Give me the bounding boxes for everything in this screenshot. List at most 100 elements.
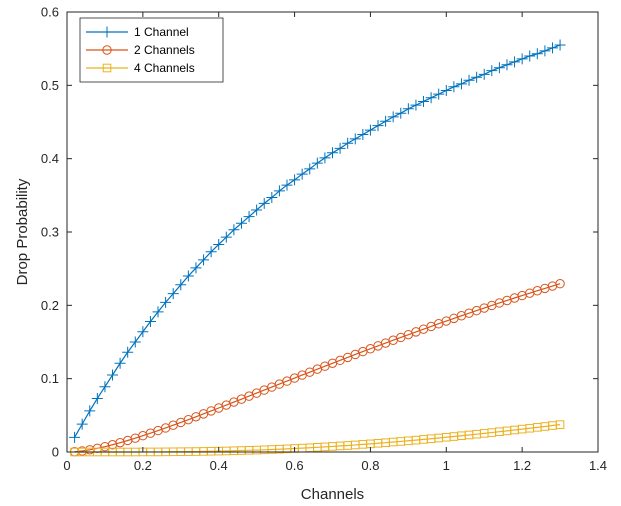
- data-point: [546, 42, 558, 54]
- data-point: [182, 270, 194, 282]
- data-point: [281, 179, 293, 191]
- data-point: [387, 111, 399, 123]
- data-point: [524, 50, 536, 62]
- data-point: [144, 315, 156, 327]
- data-point: [364, 124, 376, 136]
- data-point: [235, 217, 247, 229]
- data-point: [228, 224, 240, 236]
- legend-label: 4 Channels: [134, 61, 195, 75]
- data-point: [531, 48, 543, 60]
- y-tick-label: 0.3: [41, 225, 59, 240]
- data-point: [175, 279, 187, 291]
- legend-entry-1: 1 Channel: [86, 25, 189, 39]
- data-point: [463, 74, 475, 86]
- y-tick-label: 0.5: [41, 78, 59, 93]
- x-tick-label: 1.4: [589, 458, 607, 473]
- data-point: [448, 81, 460, 93]
- data-point: [99, 381, 111, 393]
- data-point: [342, 137, 354, 149]
- data-point: [380, 115, 392, 127]
- data-point: [296, 168, 308, 180]
- data-point: [478, 68, 490, 80]
- data-point: [258, 197, 270, 209]
- legend: 1 Channel 2 Channels 4 Channels: [79, 17, 224, 83]
- data-point: [243, 211, 255, 223]
- data-point: [410, 99, 422, 111]
- x-tick-label: 0.4: [210, 458, 228, 473]
- data-point: [516, 53, 528, 65]
- data-point: [327, 147, 338, 159]
- data-point: [493, 62, 505, 74]
- data-point: [205, 246, 217, 258]
- data-point: [357, 128, 369, 140]
- x-tick-label: 1: [443, 458, 450, 473]
- series-1: [69, 39, 566, 443]
- legend-entry-3: 4 Channels: [86, 61, 195, 75]
- data-point: [266, 192, 278, 204]
- legend-marker: [102, 45, 112, 55]
- legend-marker: [101, 26, 113, 38]
- legend-label: 2 Channels: [134, 43, 195, 57]
- x-tick-label: 1.2: [513, 458, 531, 473]
- y-tick-label: 0.2: [41, 298, 59, 313]
- x-tick-label: 0.8: [361, 458, 379, 473]
- legend-entry-2: 2 Channels: [86, 43, 195, 57]
- data-point: [122, 346, 134, 358]
- data-point: [137, 326, 149, 338]
- data-point: [433, 88, 445, 100]
- x-tick-label: 0.2: [134, 458, 152, 473]
- data-point: [220, 231, 232, 243]
- data-point: [334, 142, 346, 154]
- legend-marker: [102, 63, 112, 73]
- x-tick-label: 0.6: [286, 458, 304, 473]
- data-point: [471, 71, 483, 83]
- data-point: [372, 120, 384, 132]
- x-axis-label: Channels: [301, 486, 364, 503]
- data-point: [69, 431, 81, 443]
- data-point: [455, 78, 467, 90]
- data-point: [91, 392, 103, 404]
- data-point: [213, 238, 225, 250]
- y-tick-label: 0.4: [41, 151, 59, 166]
- data-point: [349, 133, 361, 145]
- data-point: [418, 95, 430, 107]
- legend-label: 1 Channel: [134, 25, 189, 39]
- data-point: [501, 59, 513, 71]
- data-point: [114, 357, 126, 369]
- data-point: [273, 185, 285, 197]
- data-point: [152, 306, 164, 318]
- data-point: [76, 418, 88, 430]
- x-tick-label: 0: [63, 458, 70, 473]
- legend-items: 1 Channel 2 Channels 4 Channels: [86, 25, 195, 75]
- data-point: [402, 103, 414, 115]
- data-point: [167, 288, 179, 300]
- data-point: [289, 174, 301, 186]
- y-tick-label: 0.6: [41, 5, 59, 20]
- data-point: [554, 39, 566, 51]
- data-point: [304, 163, 316, 175]
- data-point: [160, 296, 172, 308]
- data-point: [425, 92, 437, 104]
- data-point: [311, 157, 323, 169]
- y-tick-label: 0: [52, 445, 59, 460]
- data-point: [129, 336, 141, 348]
- data-point: [395, 107, 407, 119]
- series-layer: [69, 39, 566, 457]
- data-point: [107, 369, 119, 381]
- data-point: [440, 84, 452, 96]
- data-point: [319, 152, 331, 164]
- data-point: [190, 262, 202, 274]
- data-point: [509, 56, 521, 68]
- ticks: 0 0.2 0.4 0.6 0.8 1 1.2 1.4 0 0.1 0.2 0.3 0.4 0.5 0.6: [41, 5, 607, 474]
- plot-area: [67, 12, 598, 452]
- data-point: [84, 405, 96, 417]
- data-point: [251, 204, 263, 216]
- data-point: [486, 65, 498, 77]
- data-point: [198, 254, 210, 266]
- y-tick-label: 0.1: [41, 371, 59, 386]
- series-line: [74, 283, 561, 453]
- data-point: [555, 420, 565, 429]
- data-point: [539, 45, 551, 57]
- data-point: [555, 279, 565, 289]
